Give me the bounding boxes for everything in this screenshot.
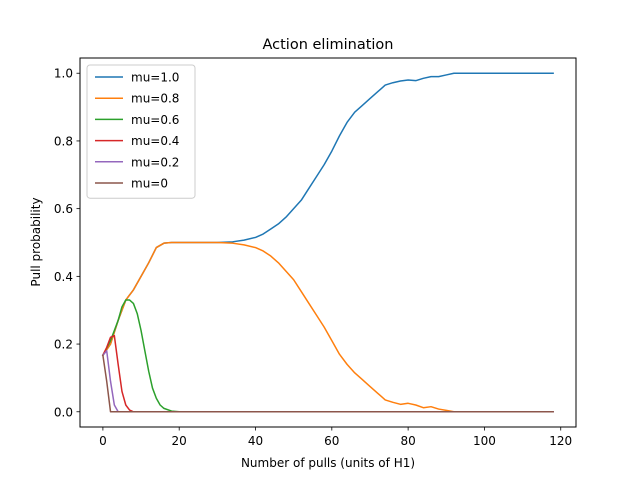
x-tick-label: 120 [549,434,572,448]
y-tick-label: 0.4 [54,270,73,284]
x-tick-label: 0 [99,434,107,448]
series-line-1 [101,241,554,413]
legend-label-1: mu=0.8 [131,92,179,106]
y-axis: 0.0 0.2 0.4 0.6 0.8 1.0 [54,67,80,419]
legend-label-3: mu=0.4 [131,134,179,148]
x-axis: 0 20 40 60 80 100 120 [99,427,572,448]
x-tick-label: 20 [172,434,187,448]
y-tick-label: 0.2 [54,338,73,352]
y-tick-label: 0.6 [54,202,73,216]
plot-frame [79,57,577,428]
legend-label-5: mu=0 [131,177,168,191]
series-layer [101,72,554,413]
chart-title: Action elimination [262,37,393,53]
legend: mu=1.0 mu=0.8 mu=0.6 mu=0.4 mu=0.2 mu=0 [86,64,196,199]
x-tick-label: 100 [473,434,496,448]
x-tick-label: 60 [324,434,339,448]
y-tick-label: 0.8 [54,134,73,148]
legend-label-4: mu=0.2 [131,155,179,169]
x-axis-title: Number of pulls (units of H1) [241,456,415,470]
series-line-5 [102,354,554,413]
x-tick-label: 40 [248,434,263,448]
x-tick-label: 80 [400,434,415,448]
y-tick-label: 0.0 [54,405,73,419]
legend-label-2: mu=0.6 [131,113,179,127]
y-tick-label: 1.0 [54,67,73,81]
legend-label-0: mu=1.0 [131,71,179,85]
y-axis-title: Pull probability [29,197,43,286]
